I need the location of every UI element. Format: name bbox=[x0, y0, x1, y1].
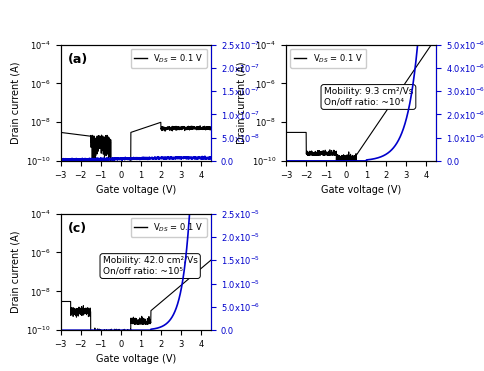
Y-axis label: Drain current (A): Drain current (A) bbox=[11, 62, 21, 144]
Legend: V$_{DS}$ = 0.1 V: V$_{DS}$ = 0.1 V bbox=[290, 49, 366, 68]
Text: Mobility: 42.0 cm²/Vs
On/off ratio: ~10⁵: Mobility: 42.0 cm²/Vs On/off ratio: ~10⁵ bbox=[103, 256, 197, 276]
Text: (a): (a) bbox=[68, 53, 88, 66]
Text: Mobility: 9.3 cm²/Vs
On/off ratio: ~10⁴: Mobility: 9.3 cm²/Vs On/off ratio: ~10⁴ bbox=[323, 87, 412, 107]
X-axis label: Gate voltage (V): Gate voltage (V) bbox=[95, 354, 176, 364]
Y-axis label: Drain current (A): Drain current (A) bbox=[236, 62, 246, 144]
Text: (b): (b) bbox=[293, 53, 314, 66]
Legend: V$_{DS}$ = 0.1 V: V$_{DS}$ = 0.1 V bbox=[130, 49, 206, 68]
X-axis label: Gate voltage (V): Gate voltage (V) bbox=[95, 186, 176, 196]
Legend: V$_{DS}$ = 0.1 V: V$_{DS}$ = 0.1 V bbox=[130, 218, 206, 237]
Text: (c): (c) bbox=[68, 222, 87, 235]
Y-axis label: Drain current (A): Drain current (A) bbox=[11, 231, 21, 313]
X-axis label: Gate voltage (V): Gate voltage (V) bbox=[320, 186, 401, 196]
